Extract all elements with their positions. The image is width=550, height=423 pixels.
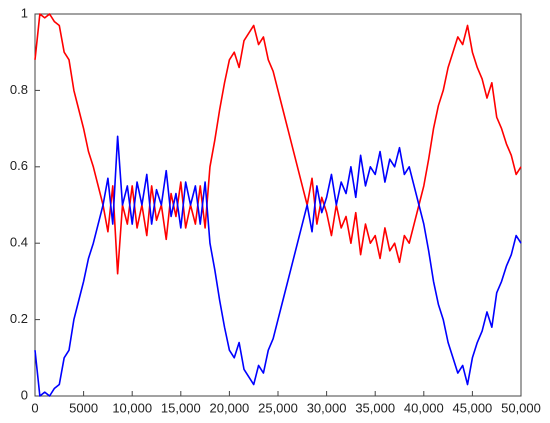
x-tick-label: 50,000 (501, 400, 541, 415)
x-tick-label: 20,000 (210, 400, 250, 415)
y-tick-label: 0.2 (10, 311, 28, 326)
y-tick-label: 0.8 (10, 82, 28, 97)
x-tick-label: 10,000 (112, 400, 152, 415)
x-tick-label: 40,000 (404, 400, 444, 415)
y-tick-label: 0.4 (10, 235, 28, 250)
plot-frame (34, 13, 522, 397)
x-tick-label: 0 (31, 400, 38, 415)
data-line (34, 13, 522, 275)
x-tick-label: 45,000 (453, 400, 493, 415)
x-tick-label: 30,000 (307, 400, 347, 415)
y-tick-label: 0 (21, 387, 28, 402)
y-tick-label: 1 (21, 5, 28, 20)
x-tick-label: 25,000 (258, 400, 298, 415)
data-line (34, 135, 522, 397)
x-tick-label: 35,000 (355, 400, 395, 415)
x-tick-label: 15,000 (161, 400, 201, 415)
x-tick-label: 5000 (69, 400, 98, 415)
y-tick-label: 0.6 (10, 158, 28, 173)
